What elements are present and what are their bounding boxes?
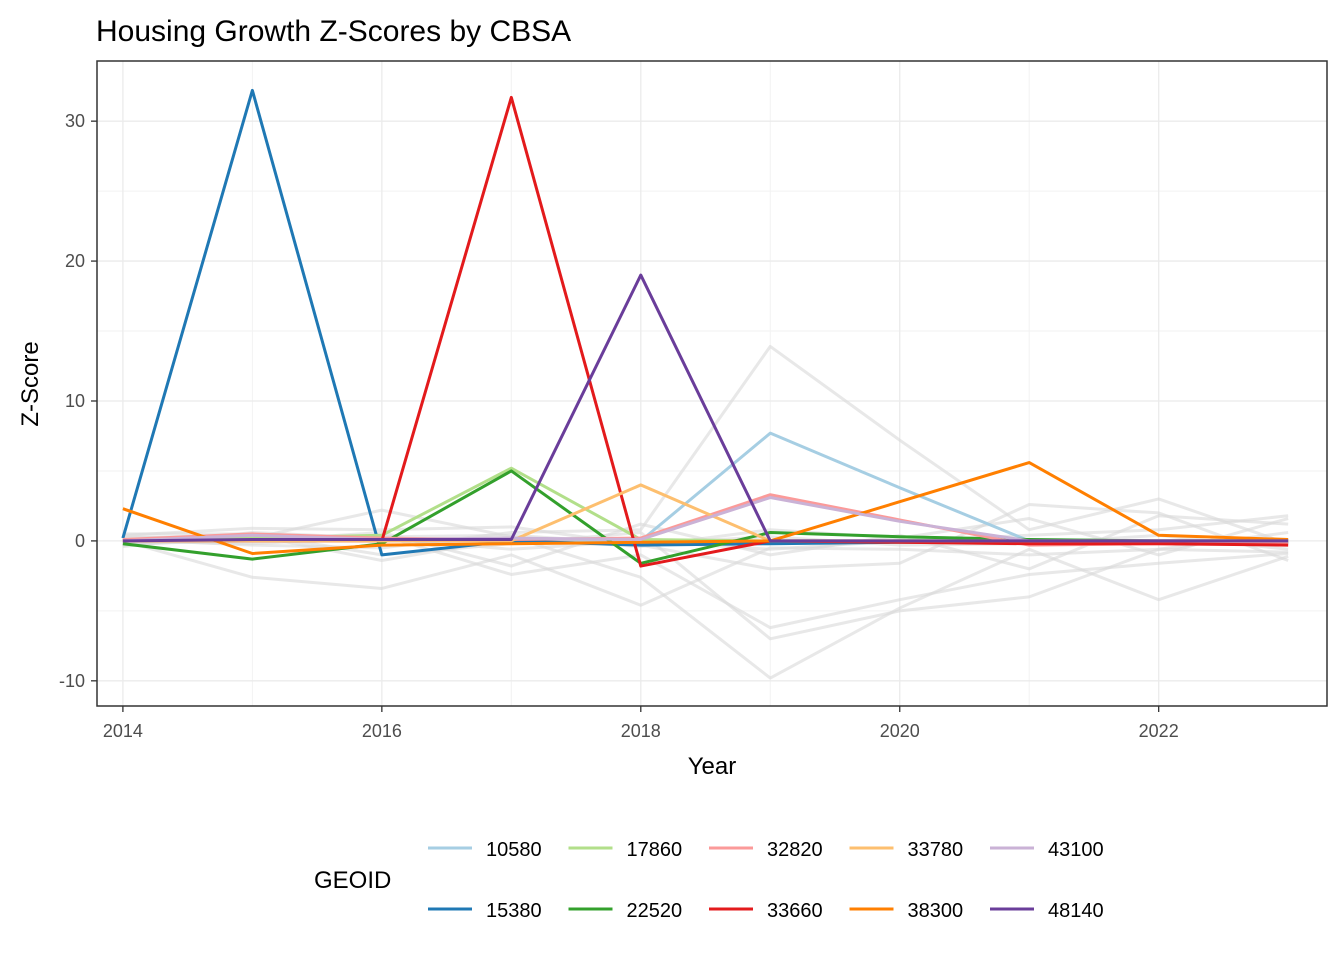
x-tick-label: 2014 — [103, 721, 143, 741]
x-tick-label: 2022 — [1139, 721, 1179, 741]
x-tick-label: 2016 — [362, 721, 402, 741]
y-tick-label: 30 — [65, 111, 85, 131]
x-axis: 2014 2016 2018 2020 2022 — [103, 706, 1179, 741]
legend-label: 22520 — [627, 900, 683, 922]
legend: GEOID 10580 17860 32820 33780 43100 15380 2252… — [314, 839, 1104, 922]
x-tick-label: 2020 — [880, 721, 920, 741]
chart-title: Housing Growth Z-Scores by CBSA — [96, 15, 571, 48]
background-series-line — [122, 539, 1289, 607]
legend-item-33780: 33780 — [849, 839, 964, 861]
legend-label: 15380 — [486, 900, 542, 922]
y-axis: -10 0 10 20 30 — [59, 111, 97, 691]
x-tick-label: 2018 — [621, 721, 661, 741]
y-tick-label: 20 — [65, 251, 85, 271]
legend-label: 17860 — [627, 839, 683, 861]
y-axis-title: Z-Score — [17, 341, 44, 426]
legend-item-15380: 15380 — [428, 900, 542, 922]
legend-label: 33780 — [908, 839, 964, 861]
y-tick-label: 10 — [65, 391, 85, 411]
legend-item-38300: 38300 — [849, 900, 964, 922]
legend-items: 10580 17860 32820 33780 43100 15380 22520 33660… — [428, 839, 1104, 922]
series-line-48140 — [122, 273, 1289, 543]
y-tick-label: 0 — [75, 531, 85, 551]
legend-item-22520: 22520 — [568, 900, 683, 922]
legend-item-43100: 43100 — [990, 839, 1104, 861]
legend-item-10580: 10580 — [428, 839, 542, 861]
background-series-line — [122, 531, 1289, 641]
legend-item-32820: 32820 — [709, 839, 823, 861]
minor-gridlines — [97, 61, 1327, 706]
legend-label: 38300 — [908, 900, 964, 922]
legend-label: 33660 — [767, 900, 823, 922]
legend-label: 10580 — [486, 839, 542, 861]
x-axis-title: Year — [688, 753, 737, 780]
highlighted-series-lines — [121, 88, 1289, 568]
legend-label: 32820 — [767, 839, 823, 861]
background-series-line — [122, 503, 1289, 571]
legend-title: GEOID — [314, 867, 391, 894]
legend-label: 48140 — [1048, 900, 1104, 922]
legend-item-48140: 48140 — [990, 900, 1104, 922]
plot-panel — [97, 61, 1327, 706]
legend-item-33660: 33660 — [709, 900, 823, 922]
plot-border — [96, 60, 1328, 707]
legend-item-17860: 17860 — [568, 839, 683, 861]
y-tick-label: -10 — [59, 671, 85, 691]
series-line-38300 — [122, 461, 1289, 555]
legend-label: 43100 — [1048, 839, 1104, 861]
